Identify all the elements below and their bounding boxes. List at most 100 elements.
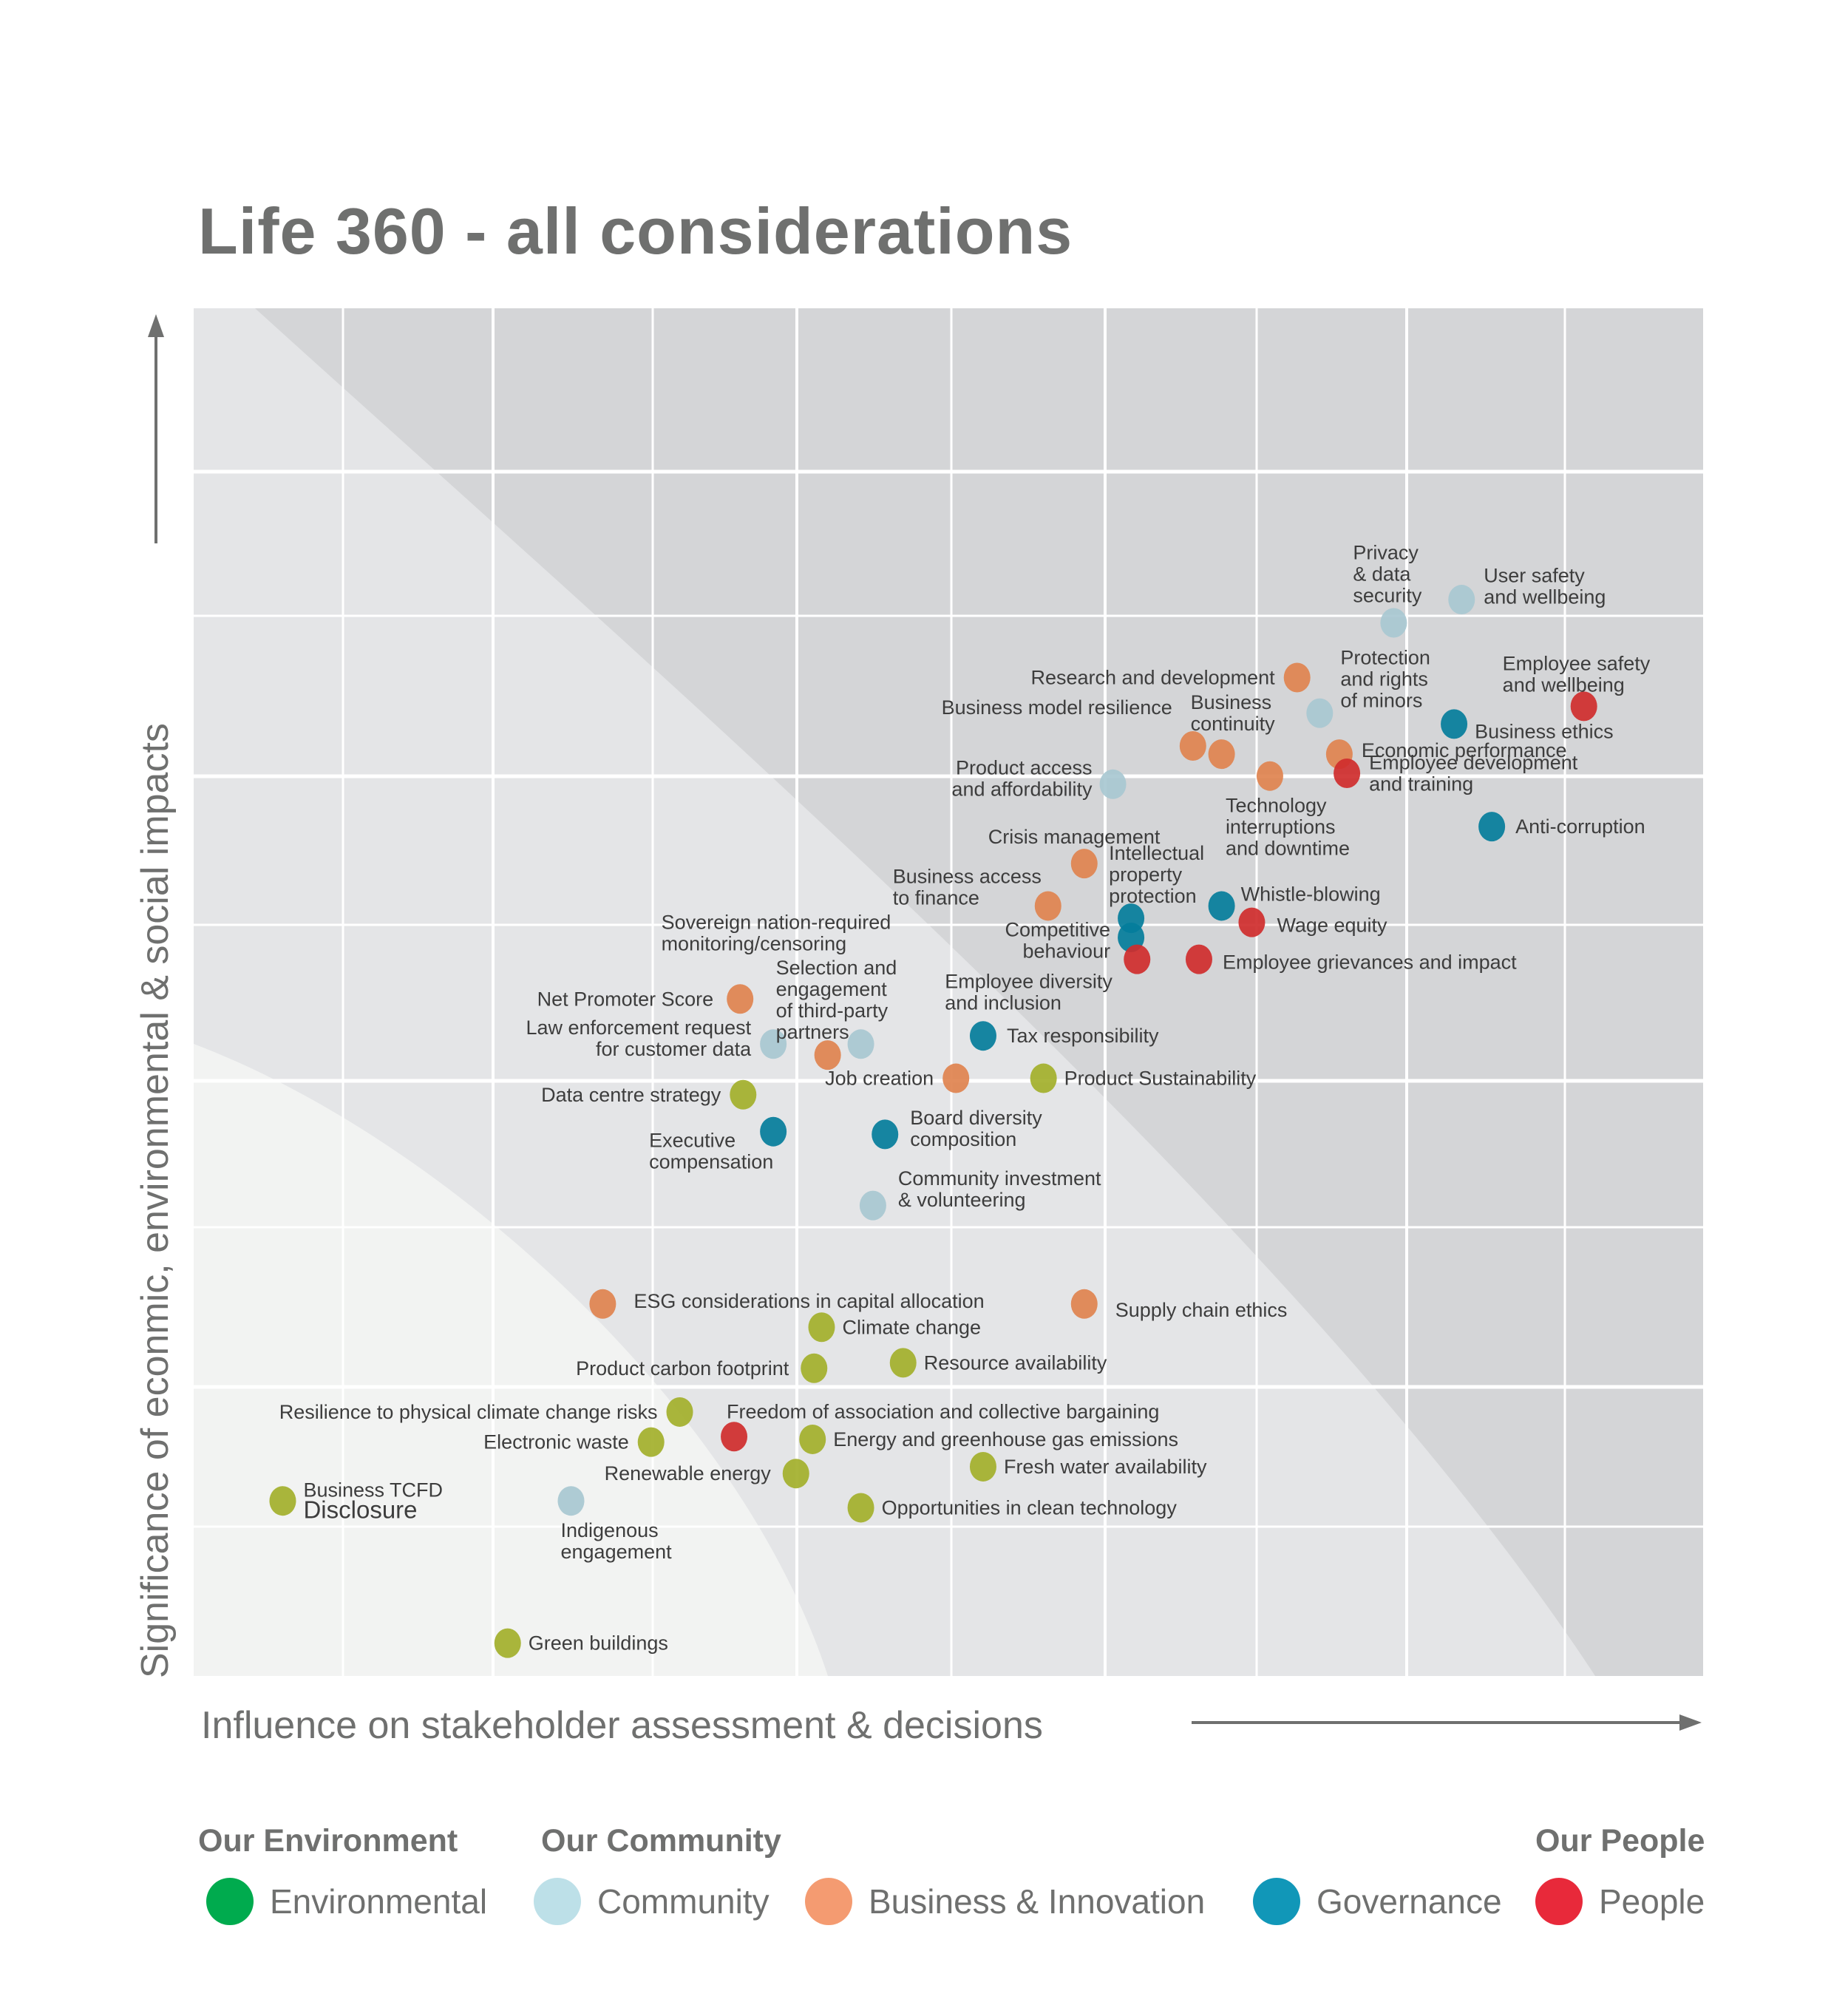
data-point [1283,662,1311,693]
data-point [889,1348,917,1378]
data-label-line: Net Promoter Score [537,988,714,1010]
data-point [799,1424,826,1454]
data-label: Anti-corruption [1515,815,1645,838]
data-point [269,1486,296,1516]
data-label-line: Freedom of association and collective ba… [727,1400,1159,1422]
data-label: Business continuity [1191,691,1276,735]
data-point [782,1459,809,1489]
data-label: Opportunities in clean technology [882,1496,1178,1519]
data-point [847,1493,874,1523]
data-point [760,1029,787,1059]
legend-label: Governance [1317,1882,1502,1921]
data-point [730,1079,757,1110]
data-label-line: Employee diversity [945,971,1112,993]
legend-heading-environment: Our Environment [198,1823,458,1859]
legend-heading-community: Our Community [541,1823,781,1859]
data-label: Product carbon footprint [576,1357,789,1380]
data-point [1334,759,1361,788]
data-label-line: Green buildings [529,1632,668,1655]
data-label: Community investment & volunteering [898,1167,1101,1211]
data-label-line: and downtime [1226,838,1350,860]
data-point [1034,891,1061,921]
data-label-line: behaviour [1022,940,1110,963]
data-label-line: protection [1109,885,1197,907]
data-label: Indigenous engagement [561,1519,673,1563]
data-label-line: Job creation [825,1068,934,1090]
data-label: Climate change [842,1316,981,1338]
data-label: Business access to finance [893,865,1042,909]
data-point [557,1486,585,1516]
data-label-line: compensation [649,1151,773,1173]
data-label-line: Competitive [1005,919,1111,941]
data-point [666,1397,693,1427]
band-low [194,1044,828,1676]
data-label-line: Selection and [776,957,897,979]
data-point [1441,709,1468,739]
data-point [721,1422,748,1452]
data-label: Economic performance [1362,739,1567,761]
legend-label: Business & Innovation [869,1882,1206,1921]
data-point [1256,761,1283,791]
data-label-line: Technology [1226,795,1327,817]
data-point [872,1119,899,1150]
data-label-line: Research and development [1030,667,1275,689]
legend-heading-people: Our People [1535,1823,1705,1859]
data-label: Whistle-blowing [1241,883,1381,905]
data-label: Job creation [825,1068,934,1090]
data-label-line: Board diversity [910,1107,1042,1129]
data-label: Employee safety and wellbeing [1503,652,1651,696]
data-label-line: Crisis management [988,826,1161,848]
data-label: Resource availability [924,1351,1107,1374]
data-label-line: Energy and greenhouse gas emissions [833,1428,1178,1450]
data-point [808,1312,835,1343]
data-point [1070,1289,1098,1319]
arrow-right-icon [1679,1714,1702,1731]
data-point [1185,944,1212,974]
data-point [814,1040,841,1070]
arrow-up-icon [148,314,164,337]
data-label-line: for customer data [596,1038,752,1060]
data-label-line: Sovereign nation-required [662,911,891,933]
data-point [942,1063,970,1093]
data-label-line: Climate change [842,1316,981,1338]
data-label: Net Promoter Score [537,988,714,1010]
data-point [1448,585,1475,615]
data-label-line: Tax responsibility [1007,1025,1159,1047]
data-label-line: of minors [1340,690,1422,712]
data-label-line: property [1109,863,1183,886]
data-point [969,1451,996,1482]
data-label-line: Employee grievances and impact [1223,951,1517,974]
data-label-line: Employee safety [1503,652,1651,674]
data-label-line: Business ethics [1475,720,1614,742]
data-label-line: and wellbeing [1484,586,1606,608]
data-label: Renewable energy [605,1462,772,1484]
data-label-line: & data [1353,563,1411,586]
legend-swatch-people [1535,1878,1583,1925]
data-label-line: Product Sustainability [1064,1068,1257,1090]
data-point [1208,739,1235,770]
data-label-line: Wage equity [1277,915,1387,937]
data-label: Technology interruptions and downtime [1226,795,1350,860]
data-point [727,984,754,1014]
data-label: ESG considerations in capital allocation [633,1290,984,1312]
data-label-line: engagement [561,1541,673,1563]
data-label: Product Sustainability [1064,1068,1257,1090]
x-axis-label: Influence on stakeholder assessment & de… [201,1704,1043,1747]
data-label-line: Community investment [898,1167,1101,1190]
data-label-line: Renewable energy [605,1462,772,1484]
data-point [637,1427,665,1457]
data-label: Employee development and training [1369,752,1578,795]
data-label-line: Fresh water availability [1004,1456,1207,1478]
data-label: Tax responsibility [1007,1025,1159,1047]
legend-swatch-community [534,1878,581,1925]
data-label-line: engagement [776,978,888,1000]
data-point [1030,1063,1057,1093]
data-label: Employee diversity and inclusion [945,971,1112,1014]
data-label-line: monitoring/censoring [662,932,847,954]
data-label-line: Business [1191,691,1272,713]
data-label: Supply chain ethics [1115,1299,1288,1321]
data-point [1238,907,1266,937]
data-label-line: Business TCFD [303,1479,443,1502]
data-label: Business model resilience [942,696,1172,719]
legend-item-environmental: Environmental [206,1878,487,1925]
